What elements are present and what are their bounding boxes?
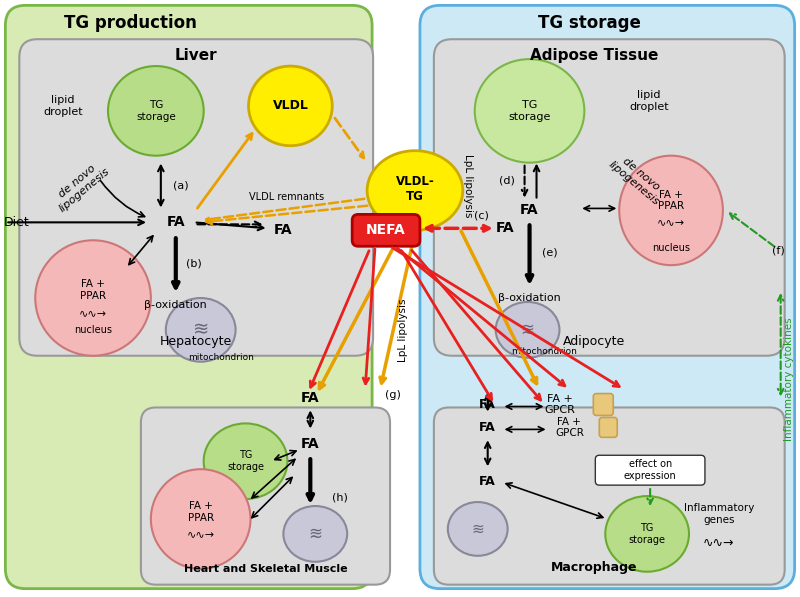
Text: FA: FA <box>166 216 185 229</box>
Text: mitochondrion: mitochondrion <box>188 353 254 362</box>
Text: lipid
droplet: lipid droplet <box>43 95 83 116</box>
Text: Hepatocyte: Hepatocyte <box>159 335 232 348</box>
Ellipse shape <box>151 469 250 569</box>
Text: Diet: Diet <box>3 216 29 229</box>
Text: Inflammatory
genes: Inflammatory genes <box>684 503 754 525</box>
Text: FA +
GPCR: FA + GPCR <box>555 417 584 438</box>
Text: (b): (b) <box>186 258 202 268</box>
Text: FA: FA <box>520 204 539 217</box>
FancyBboxPatch shape <box>6 5 372 589</box>
Text: de novo
lipogenesis: de novo lipogenesis <box>50 157 112 214</box>
Text: ∿∿→: ∿∿→ <box>657 217 685 227</box>
Text: nucleus: nucleus <box>652 243 690 253</box>
Ellipse shape <box>108 66 204 156</box>
Text: mitochondrion: mitochondrion <box>511 347 578 356</box>
Text: Adipocyte: Adipocyte <box>563 335 626 348</box>
Text: ∿∿→: ∿∿→ <box>186 529 214 539</box>
Ellipse shape <box>283 506 347 562</box>
Text: (d): (d) <box>498 176 514 186</box>
Text: lipid
droplet: lipid droplet <box>630 90 669 112</box>
Text: β-oxidation: β-oxidation <box>145 300 207 310</box>
FancyBboxPatch shape <box>141 408 390 584</box>
Text: ≋: ≋ <box>521 321 534 339</box>
Text: FA: FA <box>479 398 496 411</box>
Text: Inflammatory cytokines: Inflammatory cytokines <box>784 318 794 441</box>
Text: nucleus: nucleus <box>74 325 112 335</box>
Text: TG storage: TG storage <box>538 14 641 32</box>
Text: FA +
PPAR: FA + PPAR <box>80 279 106 301</box>
Text: Adipose Tissue: Adipose Tissue <box>530 48 658 63</box>
Ellipse shape <box>249 66 332 146</box>
Text: TG
storage: TG storage <box>508 100 550 122</box>
Text: ≋: ≋ <box>471 521 484 537</box>
Ellipse shape <box>496 302 559 358</box>
Text: (f): (f) <box>772 245 785 256</box>
Text: (c): (c) <box>474 210 489 220</box>
Text: TG
storage: TG storage <box>227 451 264 472</box>
Text: FA: FA <box>301 390 320 405</box>
Ellipse shape <box>474 59 584 162</box>
Text: VLDL: VLDL <box>273 99 308 112</box>
Text: ∿∿→: ∿∿→ <box>79 308 107 318</box>
Text: VLDL remnants: VLDL remnants <box>249 192 324 202</box>
Text: (a): (a) <box>173 180 189 190</box>
Text: ∿∿→: ∿∿→ <box>703 537 734 550</box>
Text: FA: FA <box>479 421 496 434</box>
FancyBboxPatch shape <box>594 393 614 416</box>
FancyBboxPatch shape <box>595 456 705 485</box>
Text: Heart and Skeletal Muscle: Heart and Skeletal Muscle <box>184 564 347 574</box>
Text: TG production: TG production <box>65 14 198 32</box>
Text: FA +
GPCR: FA + GPCR <box>544 393 575 416</box>
Text: FA: FA <box>479 475 496 488</box>
Text: TG
storage: TG storage <box>629 523 666 544</box>
Text: TG
storage: TG storage <box>136 100 176 122</box>
FancyBboxPatch shape <box>19 39 373 356</box>
Ellipse shape <box>166 298 235 362</box>
Text: VLDL-
TG: VLDL- TG <box>395 174 434 202</box>
Text: ≋: ≋ <box>308 525 322 543</box>
Text: Macrophage: Macrophage <box>551 561 638 574</box>
Text: effect on
expression: effect on expression <box>624 460 677 481</box>
Text: β-oxidation: β-oxidation <box>498 293 561 303</box>
FancyBboxPatch shape <box>352 214 420 246</box>
Text: (h): (h) <box>332 492 348 502</box>
Ellipse shape <box>606 496 689 572</box>
Text: FA: FA <box>274 223 293 238</box>
Text: de novo
lipogenesis: de novo lipogenesis <box>606 150 668 207</box>
Ellipse shape <box>448 502 508 556</box>
Text: FA: FA <box>495 221 514 235</box>
Text: FA +
PPAR: FA + PPAR <box>658 190 684 211</box>
Text: LpL lipolysis: LpL lipolysis <box>462 154 473 217</box>
Text: (g): (g) <box>385 390 401 399</box>
Text: FA: FA <box>301 438 320 451</box>
FancyBboxPatch shape <box>599 417 618 438</box>
FancyBboxPatch shape <box>434 39 785 356</box>
Ellipse shape <box>35 240 151 356</box>
Text: Liver: Liver <box>174 48 217 63</box>
Text: LpL lipolysis: LpL lipolysis <box>398 298 408 362</box>
Text: (e): (e) <box>542 247 557 257</box>
Text: FA +
PPAR: FA + PPAR <box>188 501 214 523</box>
FancyBboxPatch shape <box>420 5 794 589</box>
Text: ≋: ≋ <box>193 321 209 339</box>
Ellipse shape <box>619 156 723 265</box>
Text: NEFA: NEFA <box>366 223 406 238</box>
FancyBboxPatch shape <box>434 408 785 584</box>
Ellipse shape <box>204 423 287 499</box>
Ellipse shape <box>367 150 462 230</box>
